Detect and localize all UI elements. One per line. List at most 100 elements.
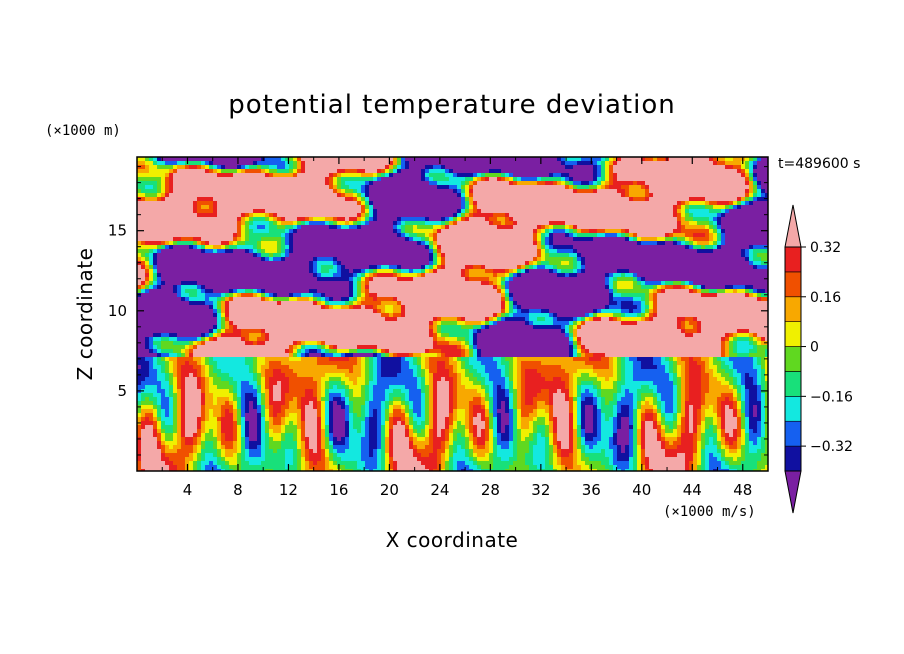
heat-cell [757,177,762,182]
heat-cell [309,253,314,258]
heat-cell [453,209,458,214]
heat-cell [437,241,442,246]
heat-cell [661,177,666,182]
heat-cell [649,225,654,230]
heat-cell [501,205,506,210]
heat-cell [657,169,662,174]
heat-cell [481,261,486,266]
heat-cell [597,161,602,166]
heat-cell [421,193,426,198]
heat-cell [701,213,706,218]
heat-cell [373,229,378,234]
heat-cell [369,265,374,270]
heat-cell [421,189,426,194]
heat-cell [245,161,250,166]
heat-cell [653,257,658,262]
heat-cell [165,161,170,166]
heat-cell [645,233,650,238]
heat-cell [481,241,486,246]
heat-cell [685,261,690,266]
heat-cell [393,213,398,218]
heat-cell [261,165,266,170]
heat-cell [397,249,402,254]
heat-cell [317,221,322,226]
heat-cell [341,197,346,202]
heat-cell [693,221,698,226]
heat-cell [445,161,450,166]
heat-cell [337,237,342,242]
heat-cell [217,265,222,270]
heat-cell [657,265,662,270]
heat-cell [529,213,534,218]
heat-cell [357,261,362,266]
heat-cell [641,197,646,202]
heat-cell [645,165,650,170]
heat-cell [649,189,654,194]
heat-cell [393,229,398,234]
heat-cell [441,245,446,250]
heat-cell [453,257,458,262]
heat-cell [645,217,650,222]
heat-cell [373,193,378,198]
heat-cell [269,229,274,234]
heat-cell [241,205,246,210]
heat-cell [161,225,166,230]
heat-cell [381,197,386,202]
heat-cell [657,189,662,194]
heat-cell [469,265,474,270]
heat-cell [561,193,566,198]
heat-cell [153,257,158,262]
heat-cell [297,169,302,174]
heat-cell [177,281,182,286]
y-unit-label: (×1000 m) [45,123,121,139]
heat-cell [441,273,446,278]
heat-cell [441,225,446,230]
heat-cell [189,197,194,202]
heat-cell [169,269,174,274]
heat-cell [253,265,258,270]
heat-cell [677,229,682,234]
heat-cell [549,245,554,250]
heat-cell [145,181,150,186]
heat-cell [613,213,618,218]
heat-cell [389,225,394,230]
heat-cell [277,189,282,194]
heat-cell [629,165,634,170]
heat-cell [437,225,442,230]
heat-cell [241,157,246,162]
heat-cell [429,169,434,174]
heat-cell [757,277,762,282]
heat-cell [693,213,698,218]
heat-cell [457,197,462,202]
heat-cell [477,249,482,254]
heat-cell [425,257,430,262]
heat-cell [569,213,574,218]
heat-cell [733,165,738,170]
heat-cell [613,209,618,214]
heat-cell [573,177,578,182]
heat-cell [753,157,758,162]
heat-cell [253,237,258,242]
heat-cell [281,169,286,174]
heat-cell [397,237,402,242]
heat-cell [149,257,154,262]
heat-cell [525,185,530,190]
heat-cell [501,233,506,238]
heat-cell [305,217,310,222]
heat-cell [189,201,194,206]
heat-cell [693,233,698,238]
heat-cell [445,233,450,238]
heat-cell [205,173,210,178]
heat-cell [217,257,222,262]
heat-cell [669,269,674,274]
heat-cell [341,165,346,170]
heat-cell [717,241,722,246]
heat-cell [417,173,422,178]
heat-cell [717,269,722,274]
heat-cell [625,273,630,278]
heat-cell [633,213,638,218]
heat-cell [393,185,398,190]
heat-cell [437,265,442,270]
heat-cell [629,161,634,166]
heat-cell [509,157,514,162]
